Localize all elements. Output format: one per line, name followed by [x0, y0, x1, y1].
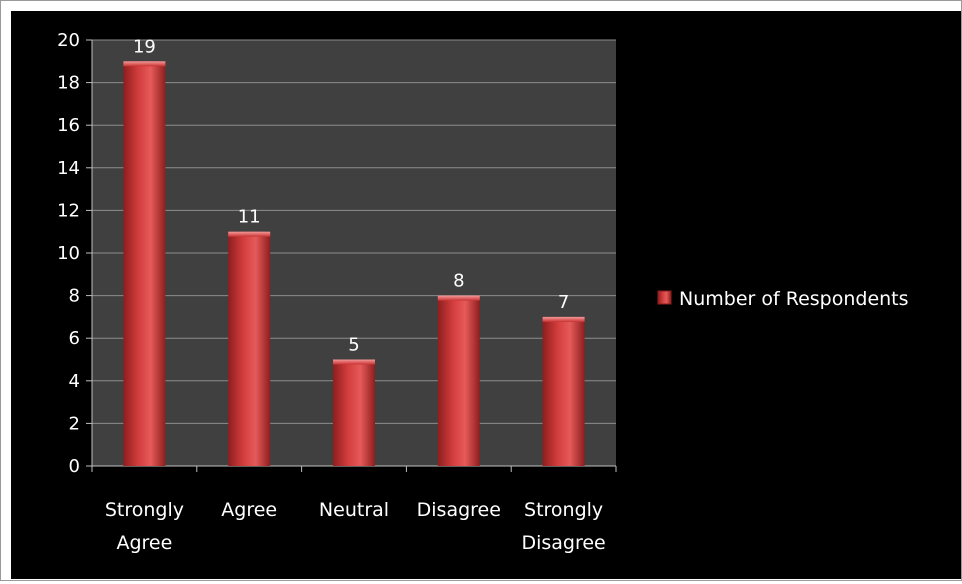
bar-cap: [228, 231, 271, 237]
bar-cap: [123, 61, 166, 67]
category-label: Strongly: [524, 499, 603, 521]
bar: [437, 295, 480, 466]
bar: [123, 61, 166, 467]
bar: [228, 231, 271, 466]
y-tick-label: 10: [57, 243, 80, 264]
data-label: 19: [133, 36, 156, 57]
data-label: 11: [238, 207, 261, 228]
bar-chart: 0 2 4 6 8 10 12 14 16 18 20 19 Strongly Agree 11 Agree 5…: [57, 30, 909, 554]
labels: 0 2 4 6 8 10 12 14 16 18 20 19 Strongly Agree 11 Agree 5…: [57, 30, 606, 554]
legend-swatch: [657, 290, 672, 305]
category-label: Agree: [221, 499, 277, 521]
bar-cap: [437, 295, 480, 301]
category-label: Strongly: [105, 499, 184, 521]
y-tick-label: 0: [69, 456, 80, 477]
data-label: 7: [558, 292, 569, 313]
legend: Number of Respondents: [657, 288, 909, 310]
category-label: Disagree: [417, 499, 501, 521]
chart-area: 0 2 4 6 8 10 12 14 16 18 20 19 Strongly Agree 11 Agree 5…: [11, 11, 961, 579]
data-label: 8: [453, 271, 464, 292]
y-tick-label: 2: [69, 413, 80, 434]
y-tick-label: 14: [57, 158, 80, 179]
y-tick-label: 18: [57, 73, 80, 94]
y-tick-label: 20: [57, 30, 80, 51]
bar-cap: [542, 316, 585, 322]
category-label: Disagree: [521, 532, 605, 554]
bars: [123, 61, 585, 467]
bar: [333, 359, 375, 466]
data-label: 5: [348, 335, 359, 356]
y-tick-label: 4: [69, 371, 80, 392]
y-tick-label: 8: [69, 286, 80, 307]
category-label: Agree: [116, 532, 172, 554]
bar-cap: [333, 359, 375, 365]
y-tick-label: 12: [57, 200, 80, 221]
bar: [542, 316, 585, 466]
legend-label: Number of Respondents: [679, 288, 909, 310]
y-tick-label: 16: [57, 115, 80, 136]
category-label: Neutral: [319, 499, 389, 521]
y-tick-label: 6: [69, 328, 80, 349]
